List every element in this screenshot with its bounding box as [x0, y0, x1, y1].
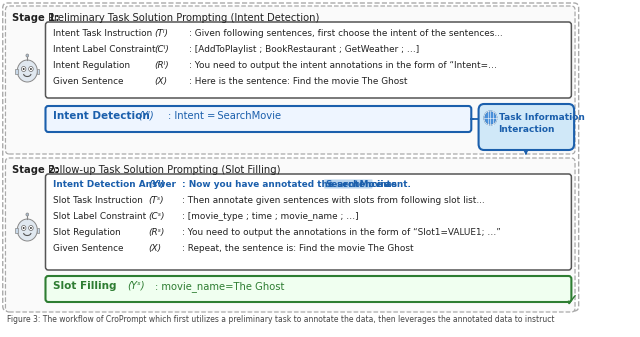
FancyBboxPatch shape — [45, 22, 572, 98]
Circle shape — [29, 66, 33, 71]
Text: (Tˢ): (Tˢ) — [148, 196, 164, 205]
Circle shape — [21, 66, 26, 71]
Text: Slot Label Constraint: Slot Label Constraint — [52, 212, 146, 221]
Text: Slot Filling: Slot Filling — [52, 281, 116, 291]
Text: (Rˢ): (Rˢ) — [148, 228, 164, 237]
Text: Given Sentence: Given Sentence — [52, 77, 124, 86]
Text: Stage 1:: Stage 1: — [12, 13, 60, 23]
Text: : Then annotate given sentences with slots from following slot list...: : Then annotate given sentences with slo… — [182, 196, 484, 205]
Circle shape — [26, 213, 29, 216]
Bar — [37, 228, 39, 233]
Text: Intent Label Constraint: Intent Label Constraint — [52, 45, 156, 54]
FancyBboxPatch shape — [45, 276, 572, 302]
Bar — [37, 69, 39, 74]
Circle shape — [30, 227, 32, 229]
Text: : Now you have annotated the sentence as: : Now you have annotated the sentence as — [182, 180, 400, 189]
Text: SearchMovie: SearchMovie — [326, 180, 390, 189]
Circle shape — [21, 225, 26, 231]
Text: (Cˢ): (Cˢ) — [148, 212, 165, 221]
Text: : You need to output the intent annotations in the form of “Intent=…: : You need to output the intent annotati… — [189, 61, 497, 70]
Text: : Repeat, the sentence is: Find the movie The Ghost: : Repeat, the sentence is: Find the movi… — [182, 244, 413, 253]
Text: Figure 3: The workflow of CroPrompt which first utilizes a preliminary task to a: Figure 3: The workflow of CroPrompt whic… — [7, 315, 555, 324]
Circle shape — [17, 219, 37, 241]
Text: (X): (X) — [148, 244, 161, 253]
Text: (Tᴵ): (Tᴵ) — [155, 29, 169, 38]
Text: ✓: ✓ — [564, 292, 578, 310]
Text: Slot Task Instruction: Slot Task Instruction — [52, 196, 143, 205]
Circle shape — [23, 227, 24, 229]
FancyBboxPatch shape — [3, 3, 579, 311]
Bar — [15, 69, 18, 74]
Text: : movie_name=The Ghost: : movie_name=The Ghost — [155, 281, 284, 292]
Circle shape — [23, 68, 24, 70]
Text: (X): (X) — [155, 77, 168, 86]
Text: : Intent = SearchMovie: : Intent = SearchMovie — [168, 111, 282, 121]
Text: (Yˢ): (Yˢ) — [127, 281, 145, 291]
Text: : Here is the sentence: Find the movie The Ghost: : Here is the sentence: Find the movie T… — [189, 77, 408, 86]
FancyBboxPatch shape — [479, 104, 574, 150]
Text: (Cᴵ): (Cᴵ) — [155, 45, 170, 54]
Text: Intent Task Instruction: Intent Task Instruction — [52, 29, 152, 38]
Circle shape — [30, 68, 32, 70]
Text: : [movie_type ; time ; movie_name ; …]: : [movie_type ; time ; movie_name ; …] — [182, 212, 358, 221]
Text: Task Information
Interaction: Task Information Interaction — [499, 113, 584, 134]
Text: Slot Regulation: Slot Regulation — [52, 228, 120, 237]
Circle shape — [484, 111, 497, 125]
Text: intent.: intent. — [374, 180, 411, 189]
Bar — [15, 228, 18, 233]
Text: Stage 2:: Stage 2: — [12, 165, 59, 175]
Text: Intent Detection Answer: Intent Detection Answer — [52, 180, 176, 189]
Text: : Given following sentences, first choose the intent of the sentences...: : Given following sentences, first choos… — [189, 29, 503, 38]
FancyBboxPatch shape — [45, 174, 572, 270]
Circle shape — [29, 225, 33, 231]
Text: Given Sentence: Given Sentence — [52, 244, 124, 253]
FancyBboxPatch shape — [6, 6, 575, 154]
Text: : You need to output the annotations in the form of “Slot1=VALUE1; …”: : You need to output the annotations in … — [182, 228, 500, 237]
Text: (Rᴵ): (Rᴵ) — [155, 61, 170, 70]
Text: (Yᴵ): (Yᴵ) — [138, 111, 154, 121]
FancyBboxPatch shape — [324, 180, 372, 188]
Circle shape — [26, 54, 29, 57]
Text: : [AddToPlaylist ; BookRestaurant ; GetWeather ; …]: : [AddToPlaylist ; BookRestaurant ; GetW… — [189, 45, 419, 54]
Text: Follow-up Task Solution Prompting (Slot Filling): Follow-up Task Solution Prompting (Slot … — [45, 165, 281, 175]
Text: Intent Regulation: Intent Regulation — [52, 61, 130, 70]
Text: Preliminary Task Solution Prompting (Intent Detection): Preliminary Task Solution Prompting (Int… — [45, 13, 320, 23]
FancyBboxPatch shape — [6, 158, 575, 312]
Text: (Yᴵ): (Yᴵ) — [148, 180, 165, 189]
Text: Intent Detection: Intent Detection — [52, 111, 150, 121]
FancyBboxPatch shape — [45, 106, 471, 132]
Circle shape — [17, 60, 37, 82]
